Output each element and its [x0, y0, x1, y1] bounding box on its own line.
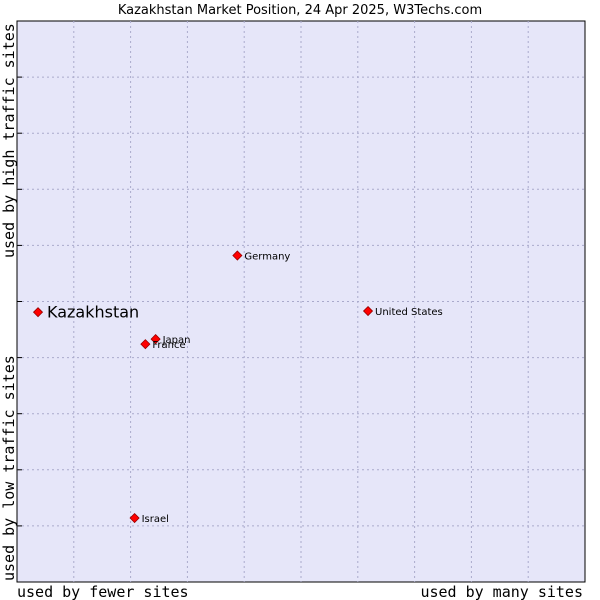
- label-germany: Germany: [244, 251, 290, 262]
- y-label-top: used by high traffic sites: [0, 23, 18, 258]
- label-kazakhstan: Kazakhstan: [47, 303, 139, 322]
- label-israel: Israel: [142, 514, 169, 525]
- chart-title: Kazakhstan Market Position, 24 Apr 2025,…: [118, 3, 482, 18]
- x-label-right: used by many sites: [420, 583, 583, 600]
- label-france: France: [152, 340, 185, 351]
- point-germany: [232, 250, 243, 261]
- grid: [17, 21, 585, 582]
- x-label-left: used by fewer sites: [17, 583, 189, 600]
- point-united-states: [362, 305, 374, 317]
- point-israel: [129, 512, 140, 524]
- label-japan: Japan: [162, 335, 191, 346]
- point-kazakhstan: [32, 307, 44, 318]
- y-label-bottom: used by low traffic sites: [0, 355, 18, 581]
- point-japan: [150, 334, 161, 345]
- label-united-states: United States: [375, 307, 443, 318]
- point-france: [140, 339, 151, 350]
